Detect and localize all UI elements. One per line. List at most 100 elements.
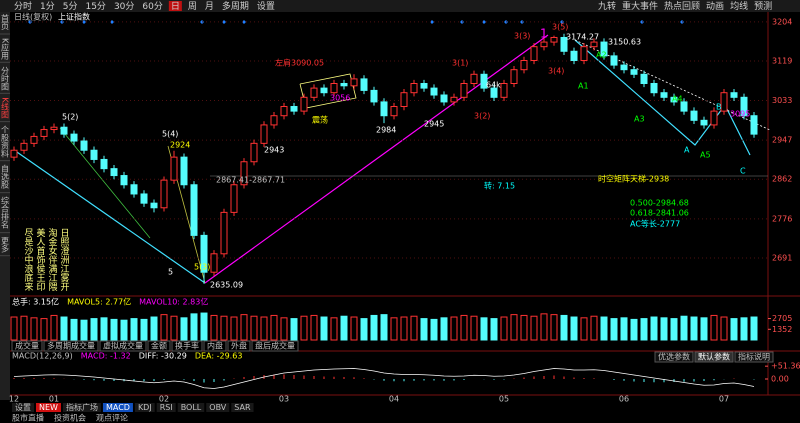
volume-tab[interactable]: 虚拟成交量: [103, 341, 143, 351]
annotation: A1: [578, 82, 589, 91]
bottom-tab[interactable]: 投资机会: [54, 413, 86, 423]
volume-tab[interactable]: 多周期成交量: [47, 341, 95, 351]
volume-bar: [600, 316, 608, 341]
annotation: 2635.09: [210, 281, 243, 290]
candle-body: [310, 87, 318, 98]
sidebar-tab[interactable]: 分时图: [1, 66, 10, 91]
toolbar-item[interactable]: 多周期: [222, 0, 249, 12]
macd-button[interactable]: [734, 351, 774, 363]
indicator-tab[interactable]: BOLL: [181, 403, 202, 412]
volume-bar: [680, 315, 688, 341]
sidebar-tab[interactable]: 综合排名: [1, 196, 10, 230]
volume-tab[interactable]: 内盘: [207, 341, 223, 351]
toolbar-item[interactable]: 设置: [257, 1, 275, 12]
volume-bar: [550, 314, 558, 341]
sidebar-tab[interactable]: 个股资料: [1, 126, 10, 159]
toolbar-item[interactable]: 月: [205, 1, 214, 12]
bottom-tab[interactable]: 股市直播: [12, 413, 44, 423]
macd-button-label[interactable]: 指标说明: [738, 352, 770, 362]
sidebar-tab[interactable]: K应用: [1, 38, 10, 60]
volume-tab[interactable]: 外盘: [231, 341, 247, 351]
toolbar-item[interactable]: 热点回顾: [664, 0, 700, 12]
toolbar-item[interactable]: 周: [188, 1, 197, 12]
indicator-tab[interactable]: MACD: [106, 403, 130, 412]
candle-body: [510, 69, 518, 85]
poem-column: 美人首饰侯王印: [35, 227, 46, 292]
x-tick-label: 03: [279, 395, 289, 404]
toolbar-item[interactable]: 30分: [114, 1, 134, 12]
annotation: 0.500-2984.68: [630, 199, 689, 208]
candle-body: [270, 115, 278, 126]
period-label: 日线(复权): [14, 12, 52, 22]
indicator-tab[interactable]: KDJ: [138, 403, 152, 412]
toolbar-item[interactable]: 九转: [598, 0, 616, 12]
volume-bar: [610, 318, 618, 341]
toolbar-item[interactable]: 日: [171, 1, 180, 12]
candle-body: [70, 133, 78, 142]
indicator-tab[interactable]: 设置: [15, 402, 31, 412]
volume-tab-frame: [203, 340, 227, 352]
volume-header: 总手: 3.15亿: [12, 297, 59, 307]
volume-tab-frame: [11, 340, 43, 352]
annotation: 0.618-2841.06: [630, 209, 689, 218]
volume-tab[interactable]: 成交量: [15, 341, 39, 351]
toolbar-item[interactable]: 60分: [142, 1, 162, 12]
volume-bar: [620, 317, 628, 341]
indicator-tab[interactable]: OBV: [209, 403, 227, 412]
volume-bar: [290, 318, 298, 341]
volume-tab[interactable]: 金额: [151, 341, 167, 351]
indicator-tab[interactable]: SAR: [234, 403, 251, 412]
indicator-tab[interactable]: RSI: [160, 403, 173, 412]
volume-bar: [580, 317, 588, 341]
toolbar-item[interactable]: 均线: [730, 0, 748, 12]
macd-button[interactable]: [694, 351, 734, 363]
volume-bar: [740, 317, 748, 341]
toolbar-item[interactable]: 5分: [63, 1, 78, 12]
toolbar-item[interactable]: 预测: [754, 1, 772, 12]
volume-bar: [100, 317, 108, 341]
x-tick-label: 05: [499, 395, 509, 404]
volume-bar: [700, 317, 708, 341]
indicator-tab[interactable]: NEW: [39, 403, 58, 412]
candle-body: [470, 73, 478, 84]
candle-body: [740, 96, 748, 117]
volume-bar: [50, 314, 58, 341]
trend-line: [59, 127, 151, 239]
volume-bar: [490, 318, 498, 341]
candle-body: [190, 184, 198, 236]
sidebar-tab[interactable]: 更多: [1, 237, 10, 254]
toolbar-item[interactable]: 重大事件: [622, 0, 658, 12]
candle-body: [240, 161, 248, 186]
poem-column: 淘金女伴满江隈: [47, 227, 58, 292]
toolbar-item[interactable]: 分时: [14, 0, 32, 12]
candle-body: [170, 156, 178, 181]
volume-bar: [130, 318, 138, 341]
toolbar-item[interactable]: 15分: [85, 1, 105, 12]
macd-button[interactable]: [654, 351, 694, 363]
volume-bar: [750, 316, 758, 341]
toolbar-item[interactable]: 动画: [706, 1, 724, 12]
y-tick-label: 2862: [772, 175, 792, 184]
annotation: 转: 7.15: [484, 181, 515, 191]
y-tick-label: 2705: [772, 314, 792, 323]
sidebar-tab[interactable]: 首页: [1, 13, 10, 31]
candle-body: [380, 101, 388, 117]
macd-button-label[interactable]: 优选参数: [658, 352, 690, 362]
sidebar-tab[interactable]: K线图: [1, 97, 10, 119]
candle-body: [220, 211, 228, 255]
candle-body: [620, 64, 628, 71]
y-tick-label: 3119: [772, 56, 792, 65]
toolbar-item[interactable]: 1分: [40, 1, 55, 12]
candle-body: [210, 253, 218, 273]
candle-body: [520, 59, 528, 71]
indicator-tab[interactable]: 指标广场: [66, 402, 98, 412]
macd-button-label[interactable]: 默认参数: [698, 352, 730, 362]
sidebar-tab[interactable]: 自选股: [1, 164, 10, 190]
volume-tab[interactable]: 换手率: [175, 341, 199, 351]
volume-tab[interactable]: 盘后成交量: [255, 341, 295, 351]
bottom-tab[interactable]: 观点评论: [96, 413, 128, 423]
candle-body: [360, 78, 368, 91]
annotation: A5: [700, 151, 711, 160]
